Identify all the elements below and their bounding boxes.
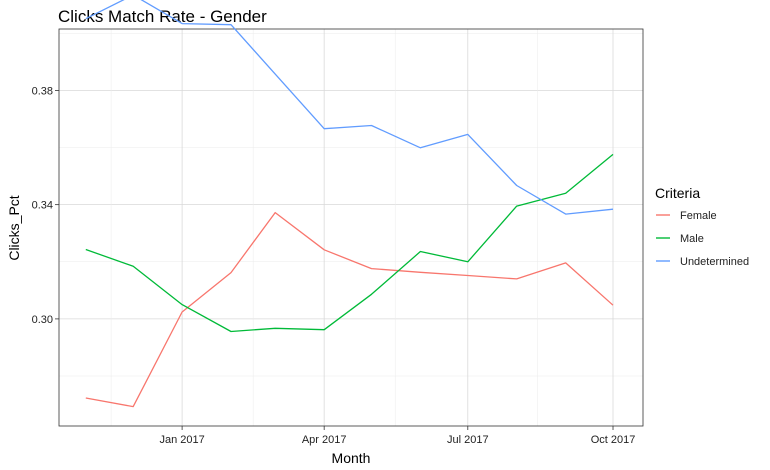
series-lines bbox=[85, 0, 614, 408]
x-tick-label: Jan 2017 bbox=[159, 434, 204, 446]
chart-title: Clicks Match Rate - Gender bbox=[58, 7, 267, 26]
legend-label-female: Female bbox=[680, 210, 717, 222]
grid bbox=[59, 29, 643, 426]
y-tick-label: 0.34 bbox=[32, 200, 53, 212]
x-tick-label: Apr 2017 bbox=[302, 434, 347, 446]
series-line-female bbox=[85, 211, 614, 408]
legend-label-male: Male bbox=[680, 233, 704, 245]
legend-label-undetermined: Undetermined bbox=[680, 256, 749, 268]
y-tick-label: 0.38 bbox=[32, 85, 53, 97]
x-tick-label: Jul 2017 bbox=[447, 434, 489, 446]
x-tick-label: Oct 2017 bbox=[591, 434, 636, 446]
y-tick-label: 0.30 bbox=[32, 314, 53, 326]
y-axis-title: Clicks_Pct bbox=[6, 195, 22, 260]
x-axis-title: Month bbox=[332, 450, 371, 466]
series-line-male bbox=[85, 153, 614, 333]
plot-panel bbox=[58, 28, 644, 427]
legend: Criteria Female Male Undetermined bbox=[655, 185, 749, 269]
series-line-undetermined bbox=[85, 0, 614, 215]
x-axis: Jan 2017 Apr 2017 Jul 2017 Oct 2017 bbox=[159, 426, 635, 446]
y-axis: 0.30 0.34 0.38 bbox=[32, 85, 59, 326]
legend-title: Criteria bbox=[655, 185, 700, 201]
